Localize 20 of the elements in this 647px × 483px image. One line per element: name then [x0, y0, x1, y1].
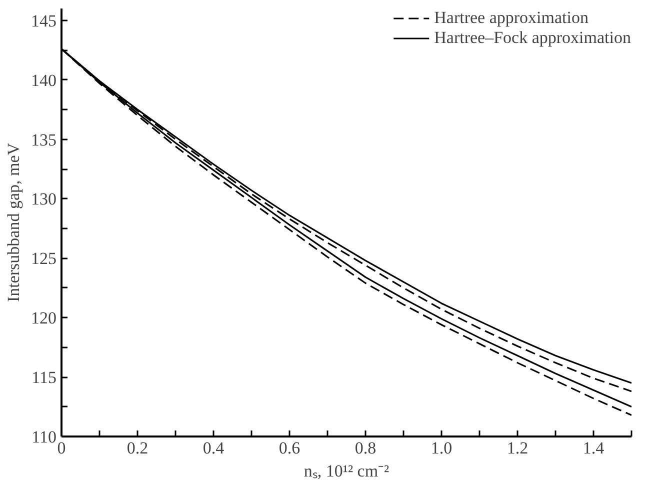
y-tick-label: 130 [31, 190, 56, 209]
y-tick-label: 145 [31, 11, 56, 30]
x-tick-label: 0.8 [354, 438, 376, 458]
y-tick-label: 125 [31, 249, 56, 268]
x-tick-label: 1.0 [430, 438, 452, 458]
y-tick-label: 115 [32, 368, 57, 388]
legend-label: Hartree approximation [434, 8, 588, 28]
legend-label: Hartree–Fock approximation [434, 28, 631, 48]
x-tick-label: 0.6 [278, 438, 300, 458]
x-tick-label: 0.2 [126, 438, 148, 458]
y-tick-label: 140 [31, 70, 56, 90]
y-tick-label: 135 [31, 130, 56, 150]
y-tick-label: 110 [32, 428, 57, 446]
x-tick-label: 0.4 [202, 438, 225, 458]
y-axis-title: Intersubband gap, meV [4, 142, 23, 302]
x-tick-label: 0 [57, 438, 66, 458]
y-tick-label: 120 [31, 308, 56, 328]
x-tick-label: 1.4 [582, 438, 605, 458]
x-axis-title: nₛ, 10¹² cm⁻² [304, 462, 390, 480]
x-tick-label: 1.2 [506, 438, 528, 458]
